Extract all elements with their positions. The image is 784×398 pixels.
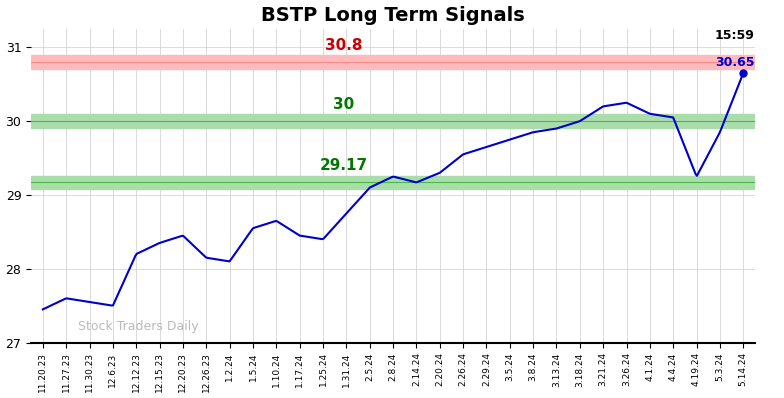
Text: 30: 30 — [333, 97, 354, 112]
Bar — [31, 176, 755, 189]
Text: 30.65: 30.65 — [716, 56, 755, 68]
Title: BSTP Long Term Signals: BSTP Long Term Signals — [261, 6, 525, 25]
Bar — [31, 55, 755, 69]
Text: 30.8: 30.8 — [325, 38, 363, 53]
Text: Stock Traders Daily: Stock Traders Daily — [78, 320, 199, 333]
Text: 15:59: 15:59 — [715, 29, 755, 42]
Bar — [31, 114, 755, 128]
Text: 29.17: 29.17 — [320, 158, 368, 173]
